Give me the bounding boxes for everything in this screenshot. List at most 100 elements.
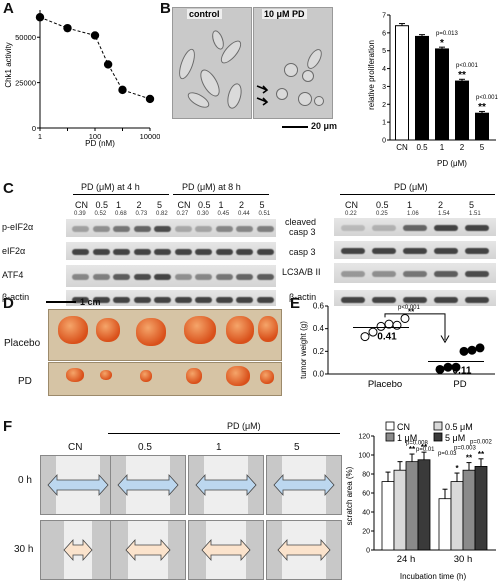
blot-band	[174, 297, 192, 303]
scratch-col-label: 5	[294, 442, 300, 453]
blot-band	[133, 297, 151, 303]
cell	[314, 96, 324, 106]
tumor	[226, 366, 250, 386]
blot-band	[372, 271, 396, 277]
blot-band	[92, 274, 110, 280]
blot-band	[133, 274, 151, 280]
significance-stars: **	[408, 308, 415, 317]
significance-stars: *	[440, 38, 444, 49]
tumor	[140, 370, 152, 382]
tumor	[96, 318, 120, 342]
scratch-header: PD (μM)	[227, 421, 261, 431]
cell	[298, 92, 312, 106]
panel-b-xlabel: PD (μM)	[437, 159, 467, 168]
y-tick-label: 0	[382, 138, 386, 145]
quant-value: 1.54	[438, 211, 450, 217]
blot-band	[154, 249, 171, 255]
y-tick-label: 6	[382, 30, 386, 37]
tumor	[260, 370, 274, 384]
lane-label: 0.5	[95, 200, 109, 210]
lane-label: 2	[239, 200, 245, 210]
quant-value: 0.39	[74, 211, 86, 217]
blot-band	[434, 248, 458, 254]
y-tick-label: 2	[382, 102, 386, 109]
tumor-row-label: Placebo	[4, 338, 41, 349]
micrograph-pd-label: 10 μM PD	[262, 9, 307, 19]
legend-label: CN	[397, 422, 410, 432]
lane-label: 0.5	[376, 200, 389, 210]
double-arrow-icon	[195, 473, 257, 497]
panel-e-ylabel: tumor weight (g)	[299, 321, 308, 379]
x-tick-label: 1	[440, 143, 445, 152]
double-arrow-icon	[273, 473, 335, 497]
cell	[276, 88, 288, 100]
tumor	[258, 316, 278, 342]
legend-swatch	[385, 432, 395, 442]
blot-row-label: casp 3	[289, 227, 316, 237]
scratch-col-label: 0.5	[138, 442, 152, 453]
data-point	[368, 327, 378, 337]
scratch-image	[40, 520, 116, 580]
cell	[175, 46, 199, 82]
blot-band	[195, 274, 212, 280]
blot-band	[174, 226, 192, 232]
data-point	[90, 31, 100, 40]
bar	[455, 80, 469, 141]
y-tick-label: 100	[358, 453, 370, 460]
tumor	[66, 368, 84, 382]
panel-a-ylabel: Chk1 activity	[4, 42, 13, 87]
quant-value: 0.27	[176, 211, 189, 217]
bar	[417, 459, 431, 551]
blot-band	[72, 226, 89, 232]
scale-bar-d-label: 1 cm	[80, 297, 101, 307]
double-arrow-icon	[63, 538, 93, 562]
y-tick-label: 4	[382, 66, 386, 73]
y-tick-label: 80	[362, 472, 370, 479]
blot-band	[403, 271, 427, 277]
legend-label: 0.5 μM	[445, 422, 473, 432]
bar	[450, 481, 464, 551]
quant-value: 0.51	[258, 211, 271, 217]
lane-label: 1	[116, 200, 122, 210]
significance-stars: **	[409, 445, 416, 454]
blot-atf4	[66, 265, 276, 287]
y-tick-label: 0	[32, 124, 36, 133]
lane-label: 2	[438, 200, 444, 210]
lane-label: 1	[218, 200, 224, 210]
panel-a-chart: 0 25000 50000 1 100 10000 Chk1 activity PD (n…	[4, 10, 160, 148]
data-point	[376, 321, 386, 331]
tumor	[136, 318, 166, 346]
blot-band	[256, 226, 274, 232]
double-arrow-icon	[125, 538, 171, 562]
bar	[415, 35, 429, 141]
data-point	[118, 85, 127, 95]
panel-a-xlabel: PD (nM)	[85, 139, 115, 148]
y-tick-label: 0.4	[313, 324, 325, 333]
blot-band	[465, 225, 489, 231]
data-point	[103, 60, 113, 69]
bar	[474, 466, 488, 551]
blot-band	[465, 297, 489, 303]
x-tick-label: 10000	[140, 132, 160, 141]
blot-band	[92, 297, 110, 303]
blot-row-label-actin-left: β-actin	[2, 292, 30, 302]
panel-label-d: D	[3, 295, 14, 312]
lane-label: 5	[469, 200, 475, 210]
blot-eif2a	[66, 242, 276, 260]
quant-value: 0.82	[156, 211, 168, 217]
micrograph-control-label: control	[187, 9, 222, 19]
y-tick-label: 60	[362, 491, 370, 498]
bar	[381, 481, 395, 551]
p-value: p=0.002	[470, 440, 493, 446]
blot-row-label: p-eIF2α	[2, 222, 34, 232]
panel-label-e: E	[290, 295, 301, 312]
significance-stars: **	[478, 102, 486, 113]
blot-band	[215, 297, 233, 303]
tumor	[184, 316, 216, 344]
blot-row-label: cleaved	[285, 217, 317, 227]
blot-band	[236, 297, 253, 303]
bar	[405, 461, 419, 551]
quant-value: 1.06	[407, 211, 419, 217]
